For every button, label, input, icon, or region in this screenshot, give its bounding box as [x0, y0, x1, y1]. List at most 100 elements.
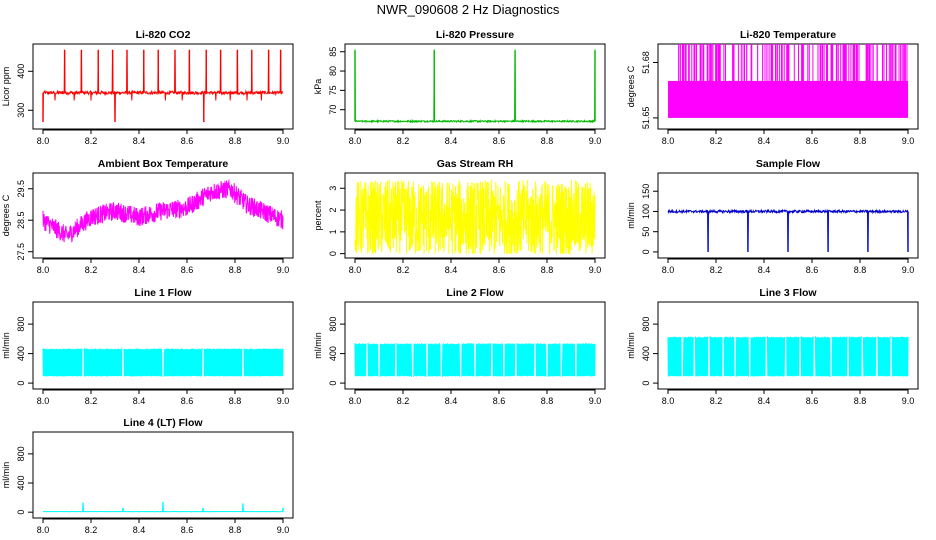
y-axis-label: Licor ppm: [1, 67, 11, 107]
panel-pressure: Li-820 Pressure kPa 8.0 8.2 8.4 8.6 8.8 9.0 70 75…: [313, 29, 606, 146]
y-tick-label: 800: [328, 317, 338, 332]
plot-frame: [32, 431, 294, 519]
x-tick-label: 8.4: [445, 265, 458, 275]
series-band: [668, 80, 908, 118]
x-tick-label: 8.6: [806, 396, 819, 406]
x-tick-label: 8.6: [181, 396, 194, 406]
panel-title: Ambient Box Temperature: [98, 158, 229, 170]
y-tick-label: 0: [328, 251, 338, 256]
x-tick-label: 8.8: [541, 136, 554, 146]
x-tick-label: 9.0: [902, 396, 915, 406]
y-axis-label: ml/min: [1, 332, 11, 359]
y-tick-label: 28.5: [16, 211, 26, 229]
x-tick-label: 8.6: [181, 136, 194, 146]
y-tick-label: 400: [328, 346, 338, 361]
y-axis-label: degrees C: [626, 65, 636, 107]
y-axis-label: ml/min: [1, 462, 11, 489]
panel-ambient: Ambient Box Temperature degrees C 8.0 8.2 8.…: [1, 158, 294, 275]
x-tick-label: 9.0: [277, 136, 290, 146]
x-tick-label: 8.2: [710, 265, 723, 275]
y-tick-label: 51.65: [641, 107, 651, 130]
x-tick-label: 9.0: [277, 396, 290, 406]
x-tick-label: 8.6: [806, 265, 819, 275]
x-tick-label: 8.8: [541, 396, 554, 406]
y-axis-label: kPa: [313, 79, 323, 95]
x-tick-label: 8.0: [349, 136, 362, 146]
x-tick-label: 8.8: [854, 396, 867, 406]
y-tick-label: 400: [16, 476, 26, 491]
x-tick-label: 8.8: [229, 525, 242, 535]
x-tick-label: 8.6: [806, 136, 819, 146]
y-tick-label: 0: [328, 381, 338, 386]
panel-title: Li-820 Temperature: [740, 29, 836, 41]
y-tick-label: 0: [16, 381, 26, 386]
y-tick-label: 100: [641, 204, 651, 219]
y-axis-label: ml/min: [626, 202, 636, 229]
y-tick-label: 3: [328, 186, 338, 191]
x-tick-label: 8.8: [229, 396, 242, 406]
x-tick-label: 8.6: [181, 265, 194, 275]
panel-co2: Li-820 CO2 Licor ppm 8.0 8.2 8.4 8.6 8.8 9.0 300…: [1, 29, 294, 146]
x-tick-label: 8.2: [85, 396, 98, 406]
x-tick-label: 8.0: [37, 265, 50, 275]
panel-rh: Gas Stream RH percent 8.0 8.2 8.4 8.6 8.8 9.0 0 1…: [313, 158, 606, 275]
x-tick-label: 8.0: [349, 265, 362, 275]
x-tick-label: 8.0: [662, 136, 675, 146]
series-line: [354, 179, 596, 256]
panel-title: Li-820 CO2: [136, 29, 191, 41]
panel-line3: Line 3 Flow ml/min 8.0 8.2 8.4 8.6 8.8 9.0 0 400 8…: [626, 287, 919, 406]
x-tick-label: 8.0: [349, 396, 362, 406]
series-line: [678, 44, 908, 81]
x-tick-label: 9.0: [902, 136, 915, 146]
series-line: [42, 49, 284, 123]
x-tick-label: 8.4: [133, 396, 146, 406]
x-tick-label: 8.4: [133, 265, 146, 275]
y-tick-label: 29.5: [16, 180, 26, 198]
x-tick-label: 8.2: [710, 136, 723, 146]
x-tick-label: 8.0: [662, 265, 675, 275]
x-tick-label: 8.8: [854, 136, 867, 146]
series-line: [42, 179, 284, 243]
x-tick-label: 8.0: [37, 396, 50, 406]
plot-frame: [32, 301, 294, 390]
y-tick-label: 0: [16, 510, 26, 515]
y-tick-label: 800: [16, 446, 26, 461]
y-tick-label: 400: [641, 346, 651, 361]
x-tick-label: 8.8: [229, 136, 242, 146]
x-tick-label: 8.4: [758, 396, 771, 406]
x-tick-label: 8.2: [397, 396, 410, 406]
panel-line4: Line 4 (LT) Flow ml/min 8.0 8.2 8.4 8.6 8.8 9.0…: [1, 417, 294, 535]
plot-frame: [657, 301, 919, 390]
y-tick-label: 27.5: [16, 243, 26, 261]
figure-title: NWR_090608 2 Hz Diagnostics: [377, 2, 560, 17]
x-tick-label: 8.0: [37, 525, 50, 535]
y-tick-label: 2: [328, 208, 338, 213]
y-tick-label: 400: [16, 346, 26, 361]
plot-frame: [657, 172, 919, 259]
y-axis-label: degrees C: [1, 194, 11, 236]
y-tick-label: 400: [16, 64, 26, 79]
x-tick-label: 9.0: [277, 265, 290, 275]
x-tick-label: 8.8: [229, 265, 242, 275]
plot-frame: [32, 43, 294, 130]
x-tick-label: 8.8: [541, 265, 554, 275]
x-tick-label: 8.0: [37, 136, 50, 146]
x-tick-label: 8.2: [85, 136, 98, 146]
y-tick-label: 50: [641, 227, 651, 237]
x-tick-label: 8.2: [397, 265, 410, 275]
x-tick-label: 8.6: [181, 525, 194, 535]
series-line: [354, 49, 596, 124]
panel-temperature: Li-820 Temperature degrees C 8.0 8.2 8.4 8.6 8…: [626, 29, 919, 146]
y-tick-label: 300: [16, 103, 26, 118]
y-tick-label: 70: [328, 105, 338, 115]
y-tick-label: 51.68: [641, 51, 651, 74]
panel-title: Line 3 Flow: [759, 287, 817, 299]
y-tick-label: 0: [641, 249, 651, 254]
y-tick-label: 150: [641, 184, 651, 199]
x-tick-label: 8.0: [662, 396, 675, 406]
y-axis-label: ml/min: [626, 332, 636, 359]
x-tick-label: 8.6: [493, 265, 506, 275]
panel-title: Li-820 Pressure: [436, 29, 514, 41]
